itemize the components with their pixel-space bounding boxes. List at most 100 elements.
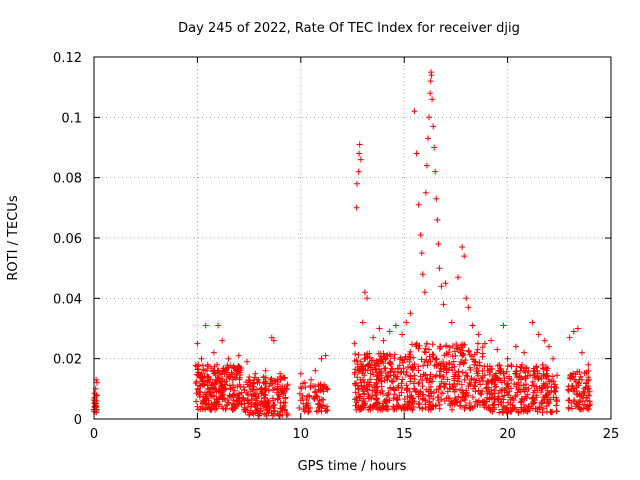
data-point	[380, 390, 386, 397]
data-point	[585, 385, 592, 392]
data-point	[455, 274, 461, 281]
data-point	[412, 387, 419, 394]
data-point	[448, 400, 455, 407]
data-point	[388, 365, 395, 372]
data-point	[226, 382, 233, 389]
data-point	[457, 398, 464, 405]
data-point	[585, 406, 592, 413]
data-point	[245, 391, 251, 398]
data-point	[359, 364, 366, 371]
x-tick-label: 5	[193, 427, 201, 442]
data-point	[399, 331, 406, 338]
data-point	[553, 402, 560, 409]
data-point	[488, 337, 495, 344]
data-point	[433, 195, 440, 202]
data-point	[449, 343, 456, 349]
data-point	[415, 391, 422, 398]
x-tick-label: 25	[603, 427, 620, 442]
data-point	[461, 376, 468, 383]
data-point	[199, 381, 206, 387]
data-point	[503, 385, 509, 391]
data-point	[238, 365, 245, 372]
data-point	[417, 232, 424, 238]
data-point	[249, 386, 256, 393]
data-point	[396, 362, 403, 369]
data-point	[443, 342, 450, 349]
data-point	[458, 381, 465, 388]
data-point	[425, 406, 432, 413]
data-point	[491, 387, 498, 394]
data-point	[235, 391, 242, 398]
data-point	[371, 362, 378, 369]
data-point	[553, 408, 560, 415]
data-point	[220, 365, 227, 372]
data-point	[373, 379, 380, 386]
y-axis-label: ROTI / TECUs	[6, 195, 21, 280]
data-point	[514, 391, 520, 398]
data-point	[419, 271, 426, 278]
data-point	[581, 390, 588, 396]
data-point	[365, 363, 372, 370]
data-point	[451, 401, 458, 408]
axis-ticks: 0 5 10 15 20 25 0 0.02 0.04 0.06 0.08 0.1 0.12	[53, 51, 619, 442]
data-point	[457, 359, 464, 365]
data-point	[360, 388, 367, 395]
data-point	[529, 319, 536, 326]
data-point	[270, 386, 277, 393]
data-point	[440, 374, 447, 380]
data-point	[219, 337, 226, 344]
data-point	[576, 369, 583, 375]
data-point	[193, 378, 200, 385]
data-point	[579, 349, 585, 356]
data-point	[436, 401, 443, 408]
data-point	[398, 389, 405, 396]
data-point	[472, 359, 479, 365]
data-point	[508, 376, 515, 383]
data-point	[506, 373, 513, 380]
data-point	[508, 385, 515, 392]
data-point	[207, 406, 214, 413]
data-point	[356, 394, 363, 400]
data-point	[235, 352, 242, 359]
data-point	[565, 404, 572, 411]
data-point	[545, 376, 552, 383]
data-point	[539, 400, 546, 407]
data-point	[572, 403, 579, 410]
data-point	[356, 150, 363, 157]
data-point	[459, 394, 465, 401]
data-point	[500, 322, 507, 329]
data-point	[274, 396, 281, 403]
data-point	[519, 396, 526, 403]
data-point	[429, 341, 436, 348]
data-point	[316, 404, 323, 411]
chart-title: Day 245 of 2022, Rate Of TEC Index for r…	[178, 21, 520, 36]
data-point	[536, 370, 543, 377]
data-point	[413, 343, 420, 350]
data-point	[483, 384, 490, 391]
data-point	[263, 404, 270, 411]
data-point	[385, 374, 392, 381]
data-point	[247, 382, 254, 389]
data-point	[234, 383, 241, 390]
data-point	[367, 370, 374, 377]
data-point	[529, 382, 535, 389]
data-point	[568, 400, 575, 407]
data-point	[203, 400, 210, 407]
data-point	[464, 373, 471, 380]
data-point	[401, 396, 408, 402]
data-point	[474, 340, 481, 347]
x-tick-label: 15	[396, 427, 413, 442]
data-point	[455, 393, 462, 400]
data-point	[484, 378, 491, 385]
data-point	[274, 381, 281, 388]
data-point	[377, 377, 384, 384]
data-point	[577, 406, 584, 413]
data-point	[370, 371, 377, 378]
data-point	[520, 408, 527, 415]
data-point	[465, 392, 472, 399]
data-point	[465, 347, 472, 354]
data-point	[423, 162, 430, 169]
data-point	[372, 366, 379, 373]
data-point	[281, 389, 288, 396]
data-point	[268, 410, 275, 417]
